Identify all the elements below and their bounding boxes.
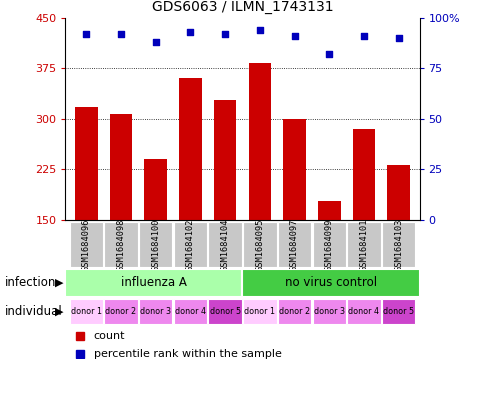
Bar xyxy=(70,299,103,325)
Text: donor 1: donor 1 xyxy=(244,307,275,316)
Point xyxy=(359,33,367,39)
Text: donor 3: donor 3 xyxy=(313,307,344,316)
Text: ▶: ▶ xyxy=(54,278,63,288)
Bar xyxy=(213,100,236,321)
Bar xyxy=(208,222,242,267)
Text: GSM1684101: GSM1684101 xyxy=(359,219,368,271)
Bar xyxy=(347,299,380,325)
Bar xyxy=(277,299,311,325)
Bar xyxy=(109,114,132,321)
Text: infection: infection xyxy=(5,276,56,290)
Text: GSM1684096: GSM1684096 xyxy=(82,219,91,271)
Bar xyxy=(283,119,305,321)
Bar xyxy=(144,160,166,321)
Point xyxy=(325,51,333,57)
Bar xyxy=(173,299,207,325)
Text: GSM1684097: GSM1684097 xyxy=(289,219,299,271)
Text: donor 1: donor 1 xyxy=(71,307,102,316)
Text: donor 4: donor 4 xyxy=(348,307,378,316)
Text: GSM1684100: GSM1684100 xyxy=(151,219,160,271)
Bar xyxy=(248,63,271,321)
Text: individual: individual xyxy=(5,305,62,318)
Point xyxy=(82,31,90,37)
Bar xyxy=(242,269,419,297)
Text: no virus control: no virus control xyxy=(285,276,376,290)
Title: GDS6063 / ILMN_1743131: GDS6063 / ILMN_1743131 xyxy=(151,0,333,14)
Text: donor 2: donor 2 xyxy=(278,307,309,316)
Text: count: count xyxy=(93,331,125,342)
Point xyxy=(117,31,125,37)
Bar xyxy=(139,299,172,325)
Point xyxy=(290,33,298,39)
Text: ▶: ▶ xyxy=(54,307,63,317)
Text: donor 4: donor 4 xyxy=(175,307,206,316)
Bar xyxy=(312,299,345,325)
Text: GSM1684104: GSM1684104 xyxy=(220,219,229,271)
Point xyxy=(151,39,159,45)
Point xyxy=(394,35,402,41)
Bar xyxy=(208,299,242,325)
Text: donor 5: donor 5 xyxy=(209,307,240,316)
Text: GSM1684103: GSM1684103 xyxy=(393,219,402,271)
Bar xyxy=(65,269,242,297)
Bar xyxy=(104,222,137,267)
Text: GSM1684099: GSM1684099 xyxy=(324,219,333,271)
Bar xyxy=(277,222,311,267)
Text: percentile rank within the sample: percentile rank within the sample xyxy=(93,349,281,359)
Point xyxy=(256,27,263,33)
Bar xyxy=(318,201,340,321)
Text: GSM1684102: GSM1684102 xyxy=(185,219,195,271)
Bar xyxy=(179,79,201,321)
Bar xyxy=(242,299,276,325)
Point xyxy=(186,29,194,35)
Bar xyxy=(387,165,409,321)
Bar xyxy=(352,129,375,321)
Bar xyxy=(381,299,414,325)
Bar xyxy=(139,222,172,267)
Text: GSM1684095: GSM1684095 xyxy=(255,219,264,271)
Text: donor 3: donor 3 xyxy=(140,307,171,316)
Bar xyxy=(312,222,345,267)
Bar xyxy=(104,299,137,325)
Bar xyxy=(75,107,97,321)
Bar xyxy=(173,222,207,267)
Text: donor 5: donor 5 xyxy=(382,307,413,316)
Point xyxy=(221,31,228,37)
Bar xyxy=(347,222,380,267)
Text: GSM1684098: GSM1684098 xyxy=(116,219,125,271)
Bar xyxy=(242,222,276,267)
Text: influenza A: influenza A xyxy=(121,276,186,290)
Bar xyxy=(381,222,414,267)
Text: donor 2: donor 2 xyxy=(105,307,136,316)
Bar xyxy=(70,222,103,267)
